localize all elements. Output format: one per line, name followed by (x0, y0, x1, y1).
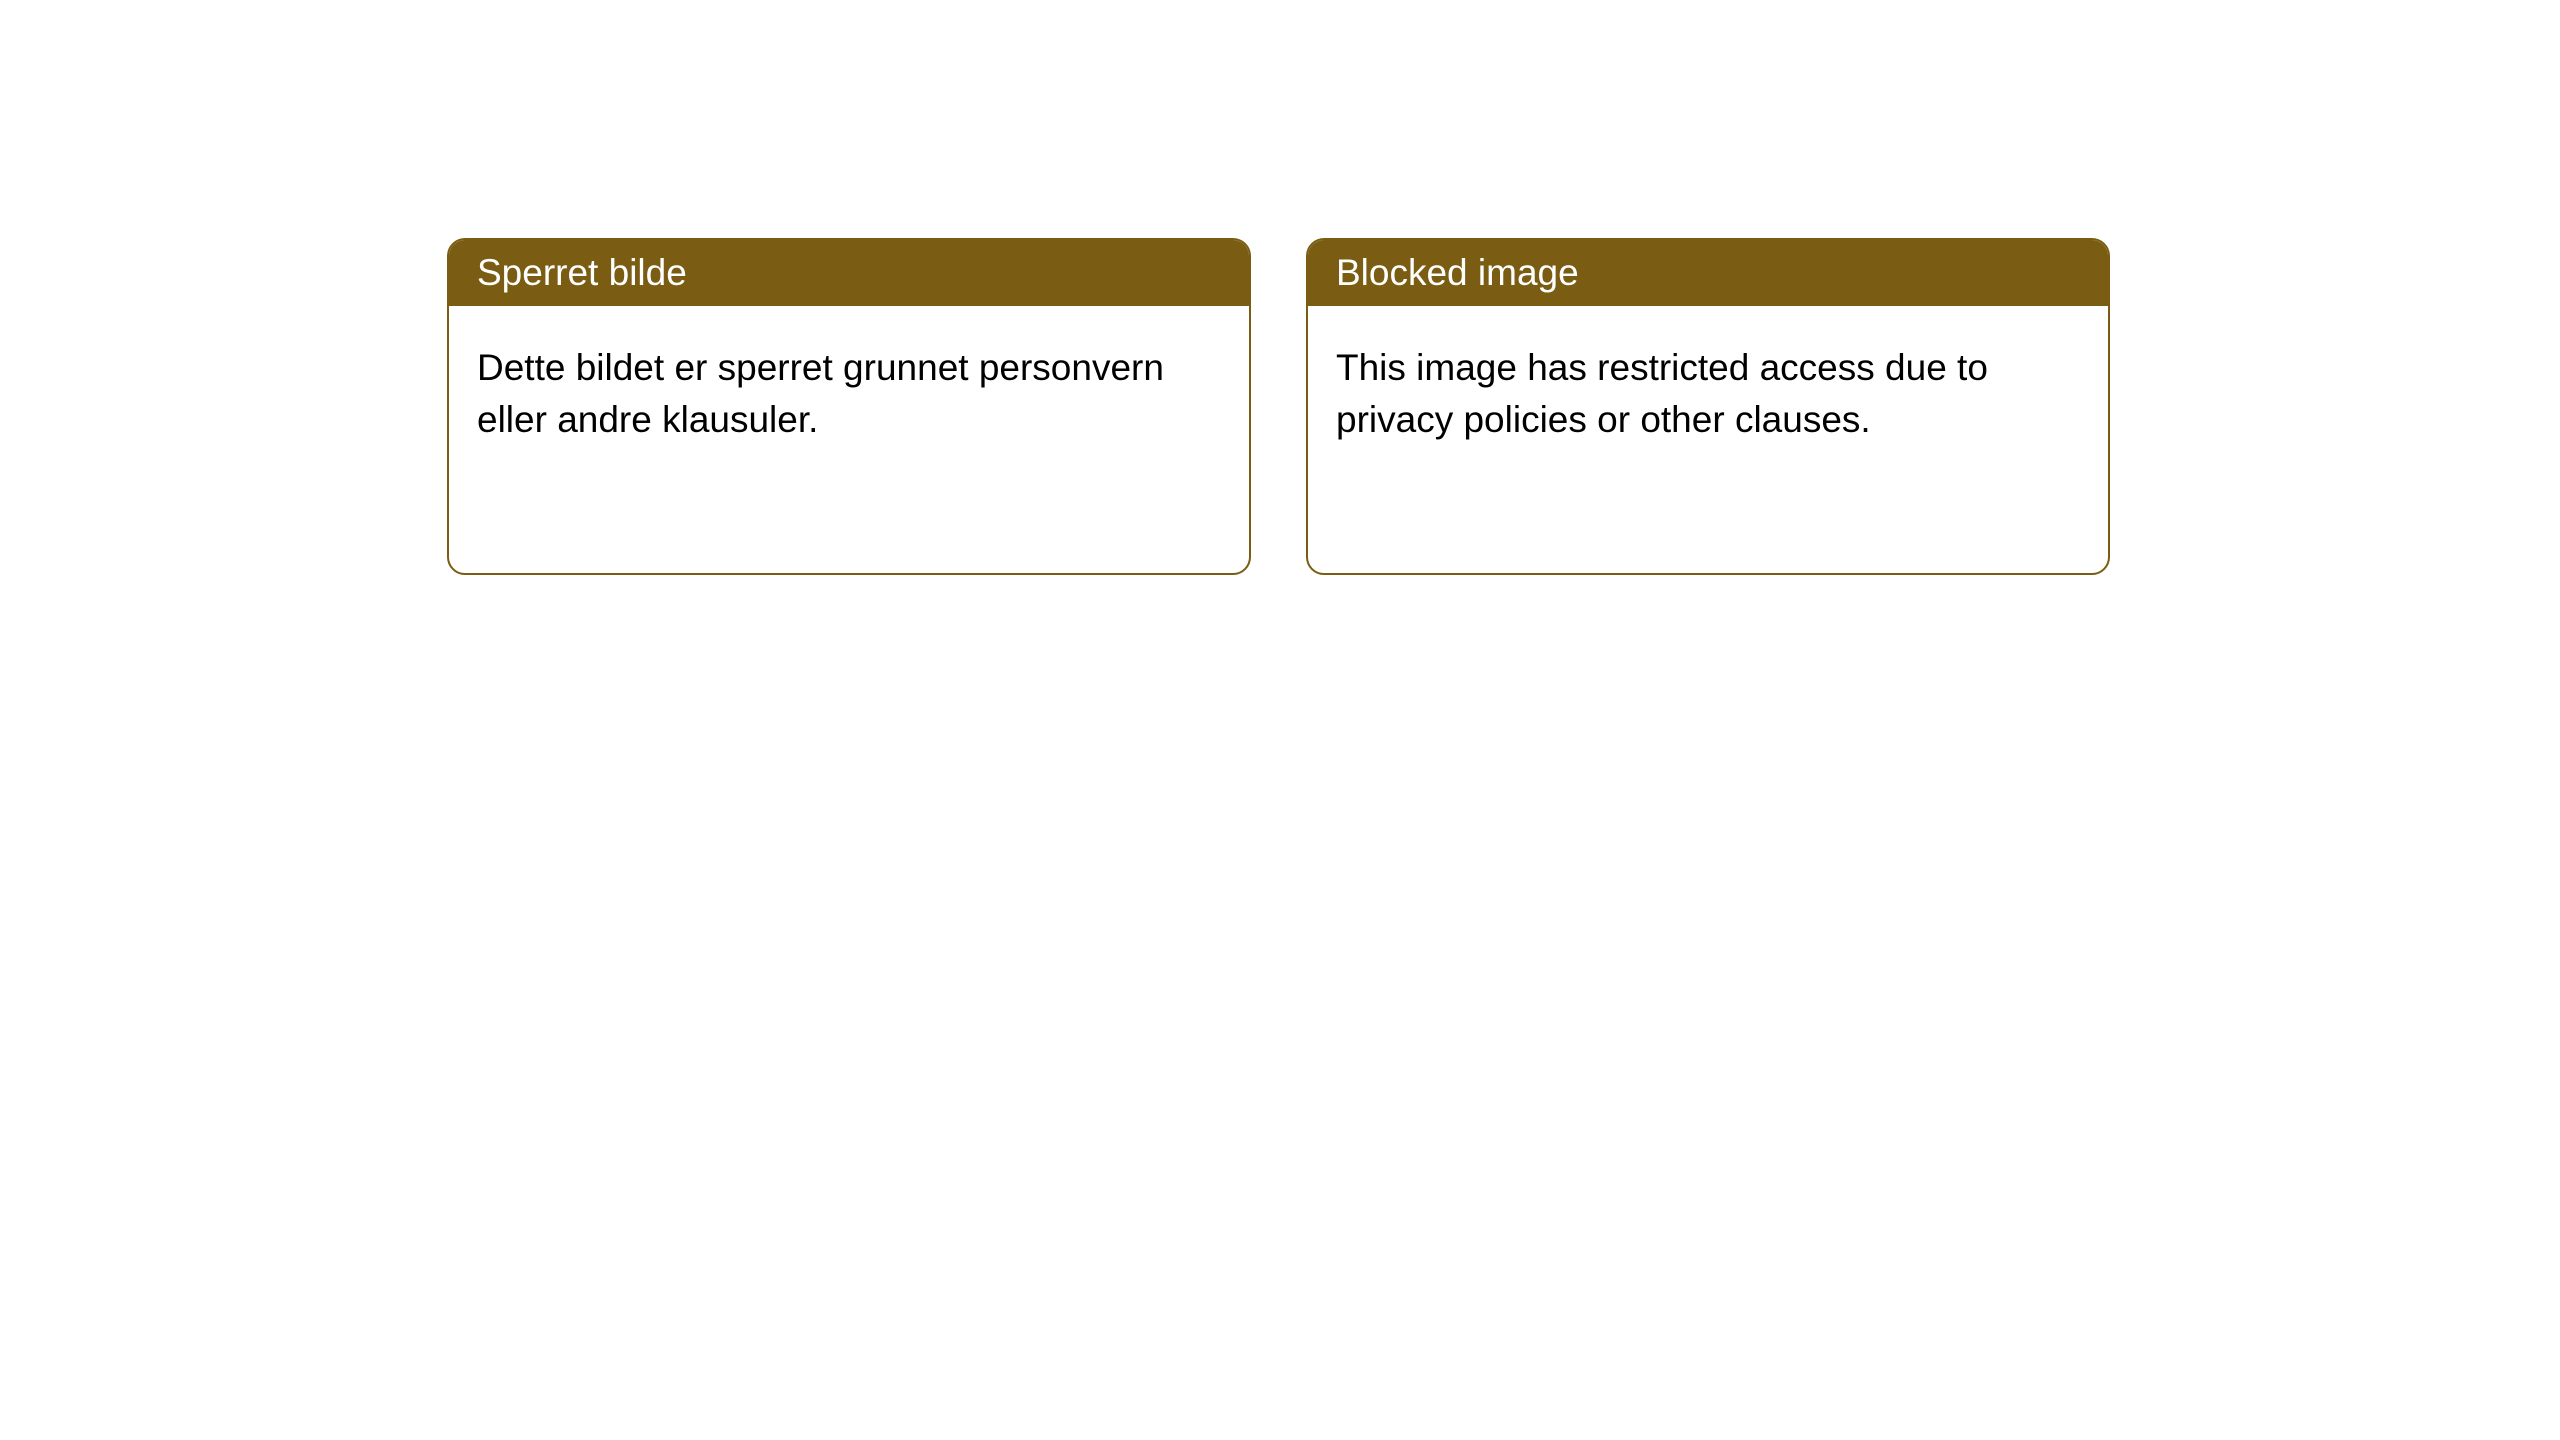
notice-card-norwegian: Sperret bilde Dette bildet er sperret gr… (447, 238, 1251, 575)
blocked-image-notices: Sperret bilde Dette bildet er sperret gr… (447, 238, 2110, 575)
notice-card-english: Blocked image This image has restricted … (1306, 238, 2110, 575)
notice-body: This image has restricted access due to … (1308, 306, 2108, 482)
notice-body: Dette bildet er sperret grunnet personve… (449, 306, 1249, 482)
notice-title: Blocked image (1308, 240, 2108, 306)
notice-title: Sperret bilde (449, 240, 1249, 306)
